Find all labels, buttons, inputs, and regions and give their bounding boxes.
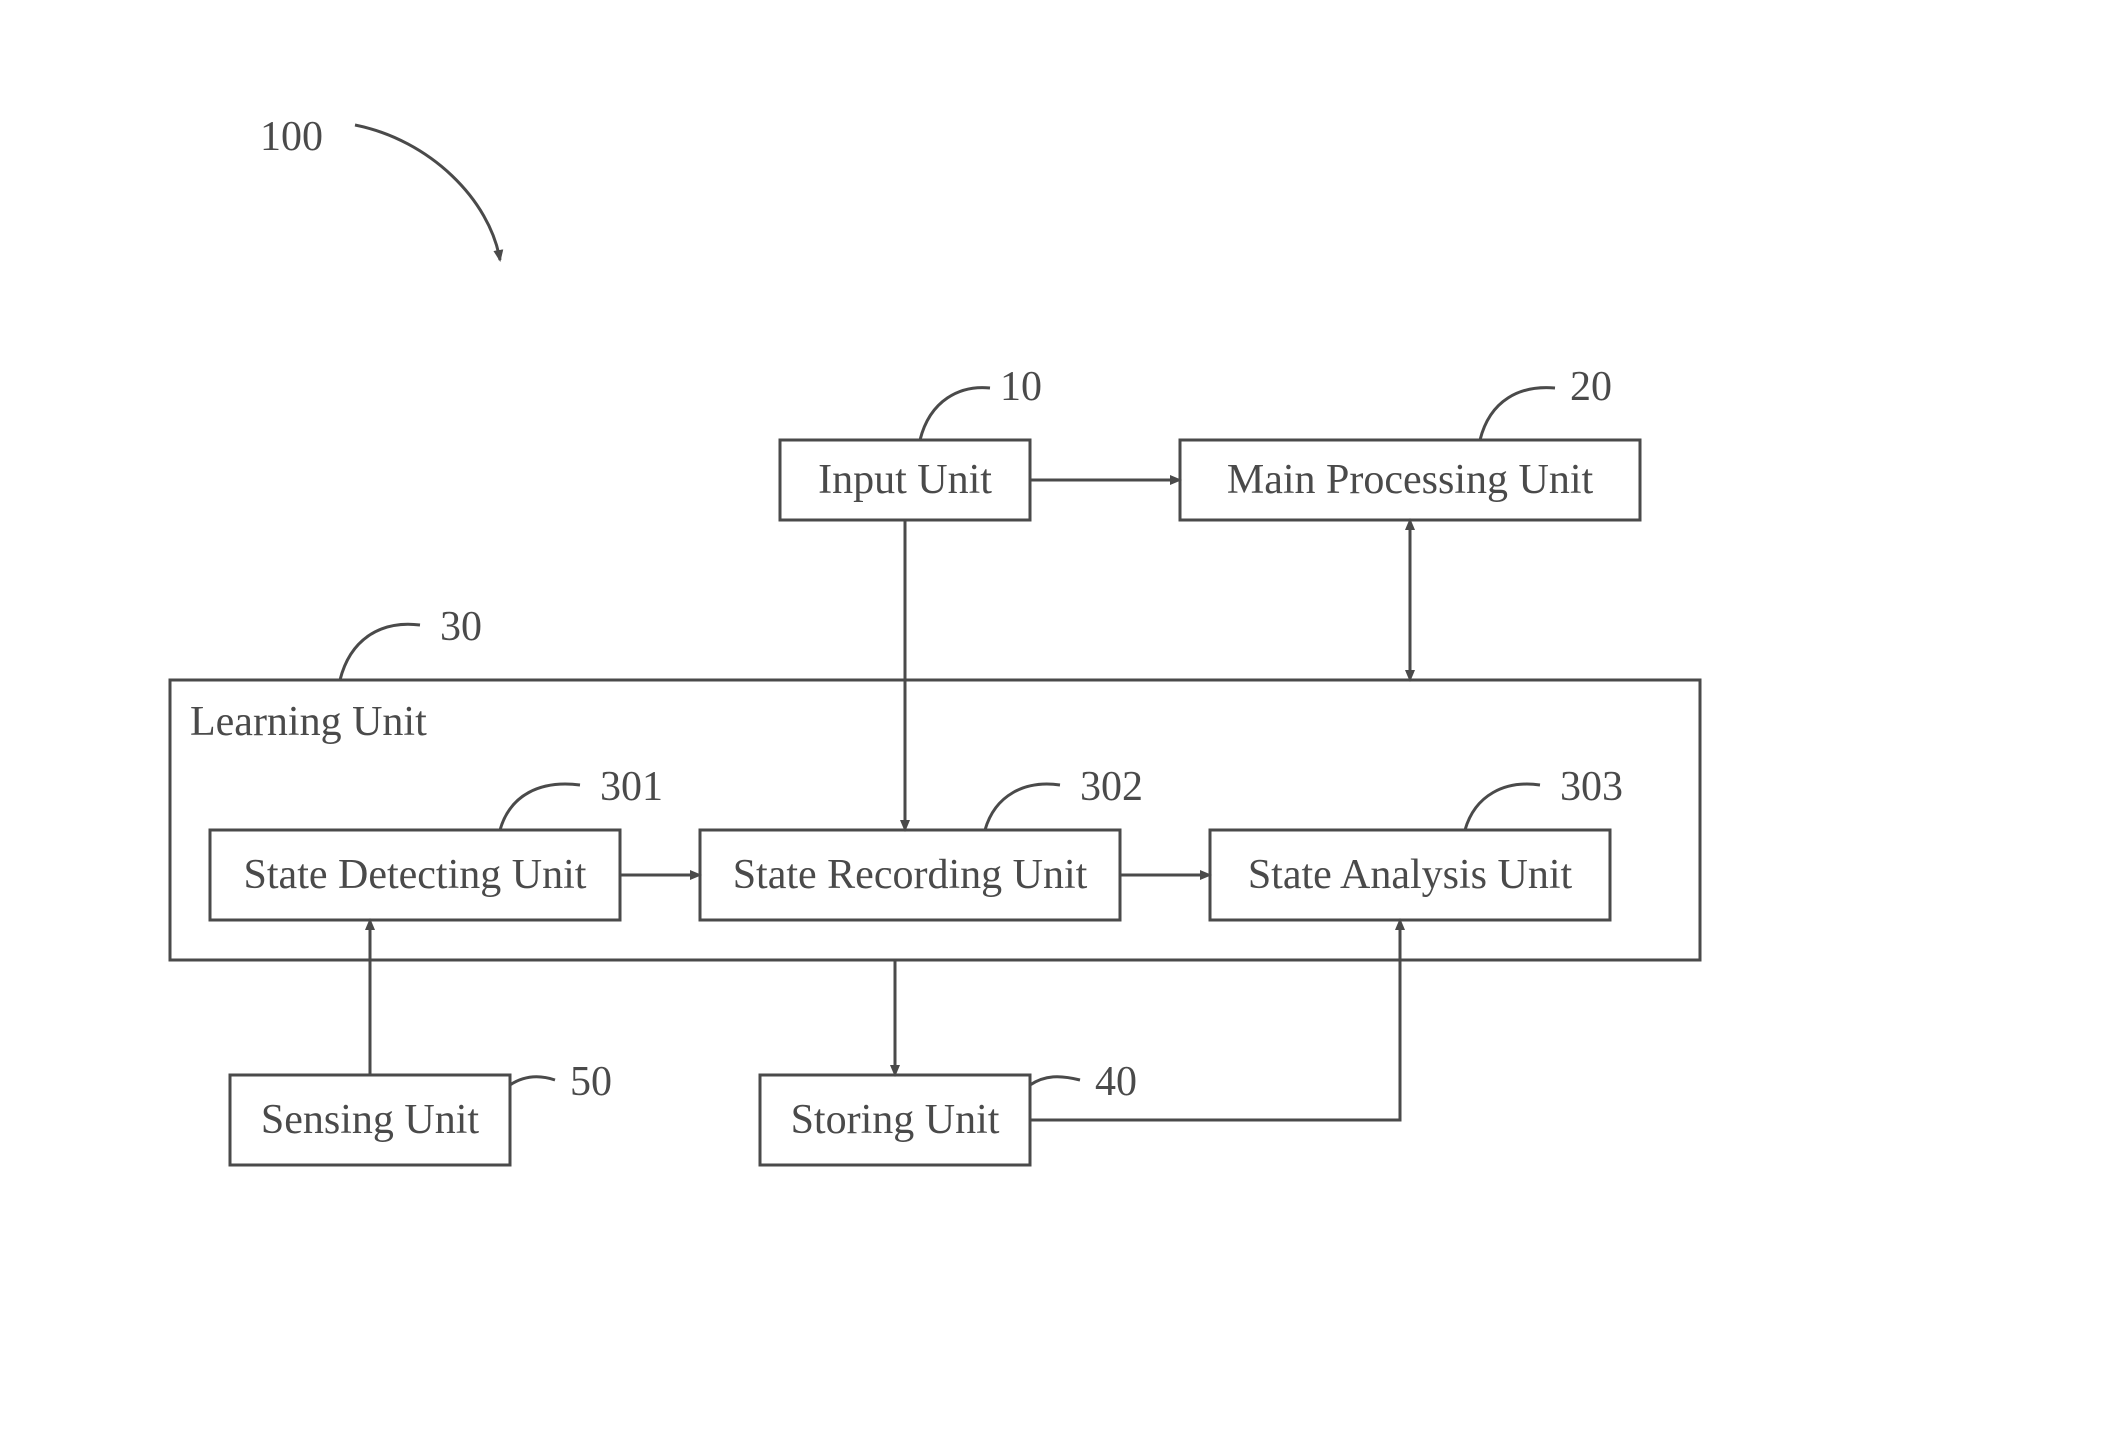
ref-leader-storing bbox=[1030, 1077, 1080, 1085]
ref-leader-sensing bbox=[510, 1077, 555, 1085]
ref-label-record: 302 bbox=[1080, 764, 1143, 810]
edge-storing-analysis bbox=[1030, 920, 1400, 1120]
ref-label-sensing: 50 bbox=[570, 1059, 612, 1105]
node-detect: State Detecting Unit bbox=[210, 830, 620, 920]
node-input-label: Input Unit bbox=[818, 457, 992, 503]
system-ref-label: 100 bbox=[260, 114, 323, 160]
node-learning-label: Learning Unit bbox=[190, 699, 427, 745]
system-ref-arrow bbox=[355, 125, 500, 260]
node-sensing: Sensing Unit bbox=[230, 1075, 510, 1165]
node-storing: Storing Unit bbox=[760, 1075, 1030, 1165]
node-record: State Recording Unit bbox=[700, 830, 1120, 920]
node-learning: Learning Unit bbox=[170, 680, 1700, 960]
ref-leader-analysis bbox=[1465, 784, 1540, 830]
ref-leader-detect bbox=[500, 784, 580, 830]
node-storing-label: Storing Unit bbox=[791, 1097, 1000, 1143]
node-analysis-label: State Analysis Unit bbox=[1248, 852, 1573, 898]
ref-label-learning: 30 bbox=[440, 604, 482, 650]
node-detect-label: State Detecting Unit bbox=[244, 852, 587, 898]
ref-leader-input bbox=[920, 388, 990, 440]
node-analysis: State Analysis Unit bbox=[1210, 830, 1610, 920]
ref-leader-main bbox=[1480, 388, 1555, 440]
ref-label-main: 20 bbox=[1570, 364, 1612, 410]
ref-label-analysis: 303 bbox=[1560, 764, 1623, 810]
node-input: Input Unit bbox=[780, 440, 1030, 520]
node-main-label: Main Processing Unit bbox=[1227, 457, 1594, 503]
ref-label-storing: 40 bbox=[1095, 1059, 1137, 1105]
node-sensing-label: Sensing Unit bbox=[261, 1097, 480, 1143]
ref-label-detect: 301 bbox=[600, 764, 663, 810]
ref-leader-learning bbox=[340, 624, 420, 680]
ref-leader-record bbox=[985, 784, 1060, 830]
node-main: Main Processing Unit bbox=[1180, 440, 1640, 520]
ref-label-input: 10 bbox=[1000, 364, 1042, 410]
node-record-label: State Recording Unit bbox=[733, 852, 1088, 898]
